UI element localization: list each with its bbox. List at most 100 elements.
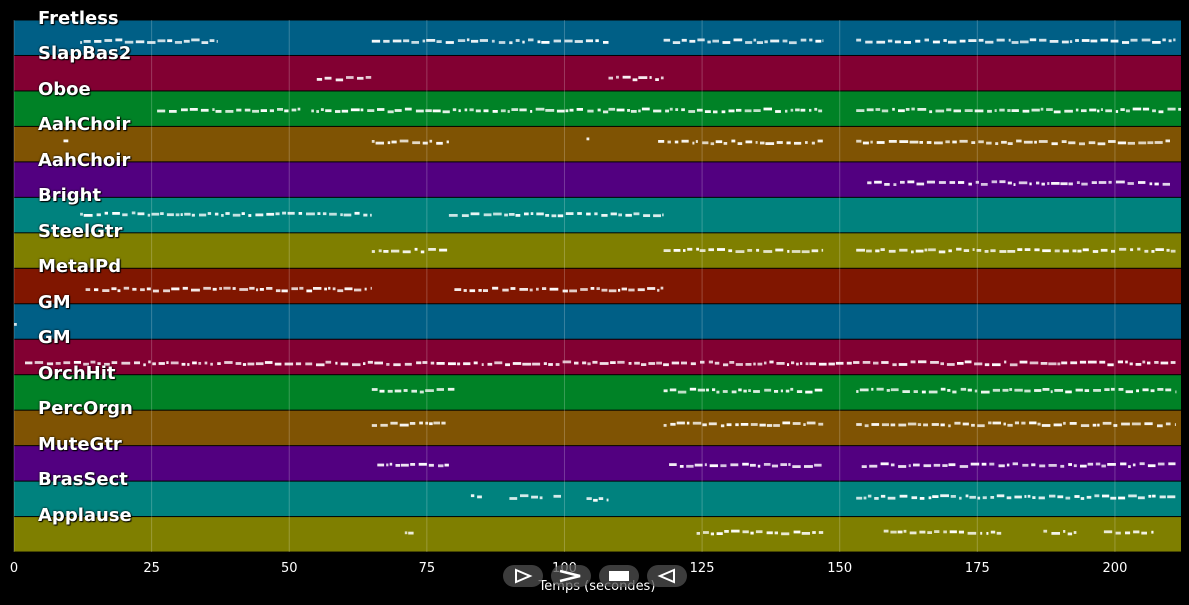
note-mark <box>919 530 926 534</box>
note-mark <box>1130 248 1134 252</box>
track-lane <box>14 162 1181 197</box>
note-mark <box>371 424 377 427</box>
note-mark <box>577 212 582 215</box>
note-mark <box>677 390 687 394</box>
note-mark <box>1142 107 1150 111</box>
note-mark <box>470 494 475 498</box>
note-mark <box>364 287 367 291</box>
note-mark <box>717 248 725 251</box>
note-mark <box>1057 362 1061 366</box>
note-mark <box>774 531 778 535</box>
note-mark <box>242 363 247 366</box>
note-mark <box>921 390 926 394</box>
note-mark <box>786 141 791 145</box>
note-mark <box>377 463 385 467</box>
note-mark <box>1017 248 1023 251</box>
note-mark <box>448 362 456 366</box>
note-mark <box>818 531 824 534</box>
note-mark <box>898 423 907 427</box>
note-mark <box>653 109 662 113</box>
note-mark <box>809 362 816 366</box>
note-mark <box>898 465 907 468</box>
note-mark <box>992 421 1001 425</box>
note-mark <box>471 39 479 43</box>
note-mark <box>822 39 824 43</box>
note-mark <box>785 109 788 113</box>
note-mark <box>1104 388 1110 391</box>
note-mark <box>337 289 344 293</box>
note-mark <box>638 109 641 113</box>
note-mark <box>710 142 715 146</box>
note-mark <box>714 361 720 365</box>
note-mark <box>1110 387 1115 391</box>
note-mark <box>616 108 625 112</box>
note-mark <box>1072 249 1077 253</box>
note-mark <box>856 109 865 112</box>
note-mark <box>927 531 932 534</box>
note-mark <box>565 109 569 113</box>
note-mark <box>1100 248 1108 252</box>
note-mark <box>728 109 735 113</box>
note-mark <box>297 107 301 111</box>
stop-button[interactable] <box>599 565 639 587</box>
note-mark <box>536 287 539 291</box>
note-mark <box>1073 531 1077 534</box>
chevron-right-icon <box>559 569 581 583</box>
note-mark <box>1054 249 1060 253</box>
note-mark <box>795 108 800 112</box>
note-mark <box>201 41 209 44</box>
note-mark <box>866 108 874 112</box>
note-mark <box>815 39 822 43</box>
note-mark <box>1069 40 1073 43</box>
note-mark <box>800 108 806 112</box>
note-mark <box>1115 180 1125 184</box>
note-mark <box>729 361 735 364</box>
note-mark <box>940 423 945 427</box>
note-mark <box>622 75 631 79</box>
note-mark <box>982 496 987 500</box>
note-mark <box>1074 495 1080 498</box>
note-mark <box>787 363 790 366</box>
note-mark <box>383 39 390 43</box>
note-mark <box>627 109 630 112</box>
note-mark <box>204 361 208 365</box>
note-mark <box>90 360 96 364</box>
track-label: MuteGtr <box>38 433 122 455</box>
note-mark <box>907 180 915 184</box>
forward-button[interactable] <box>551 565 591 587</box>
note-mark <box>1068 141 1076 145</box>
note-mark <box>989 462 995 466</box>
note-mark <box>1079 142 1085 146</box>
note-mark <box>911 107 915 111</box>
note-mark <box>1117 360 1123 364</box>
note-mark <box>952 140 957 144</box>
note-mark <box>287 211 295 215</box>
note-mark <box>1029 361 1039 365</box>
track-lane <box>14 268 1181 304</box>
note-mark <box>1128 494 1137 498</box>
note-mark <box>899 248 908 252</box>
note-mark <box>697 38 705 42</box>
note-mark <box>422 141 428 145</box>
note-mark <box>974 362 983 366</box>
note-mark <box>1142 360 1146 364</box>
note-mark <box>765 142 775 145</box>
note-mark <box>947 389 951 392</box>
note-mark <box>555 363 560 366</box>
rewind-button[interactable] <box>647 565 687 587</box>
note-mark <box>428 248 436 251</box>
play-button[interactable] <box>503 565 543 587</box>
note-mark <box>681 139 689 143</box>
note-mark <box>1165 388 1172 392</box>
note-mark <box>763 463 771 466</box>
note-mark <box>599 362 609 365</box>
note-mark <box>444 463 449 467</box>
note-mark <box>919 141 923 144</box>
note-mark <box>249 286 255 290</box>
note-mark <box>1042 388 1050 391</box>
note-mark <box>244 108 251 112</box>
note-mark <box>175 213 180 217</box>
note-mark <box>887 496 896 500</box>
note-mark <box>483 289 488 292</box>
note-mark <box>1117 141 1127 145</box>
